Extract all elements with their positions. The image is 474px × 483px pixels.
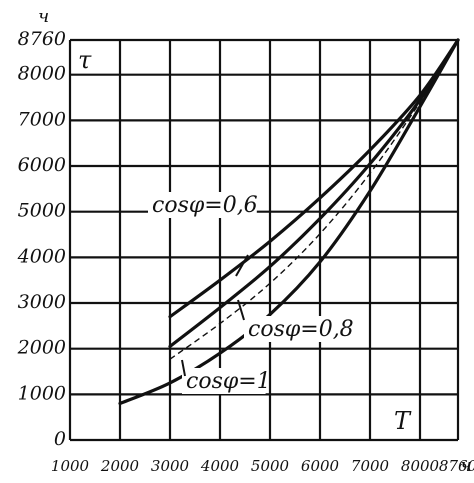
annotation-label-2: cosφ=1	[186, 369, 271, 394]
y-tick-label-5: 5000	[18, 200, 66, 222]
annotation-bg-0	[148, 192, 257, 218]
annotation-bg-2	[182, 368, 266, 394]
y-tick-label-0: 0	[54, 428, 66, 450]
y-tick-label-8: 8000	[18, 63, 66, 85]
x-axis-label: T	[394, 407, 412, 435]
annotation-leader-1	[237, 299, 245, 321]
annotation-bg-1	[244, 316, 353, 342]
annotation-leader-0	[235, 254, 249, 277]
x-unit-label: ч	[460, 455, 471, 476]
annotation-label-0: cosφ=0,6	[152, 193, 258, 218]
y-tick-label-7: 7000	[18, 108, 66, 130]
x-tick-label-0: 1000	[51, 457, 90, 475]
y-tick-label-3: 3000	[18, 291, 66, 313]
x-tick-label-8: 8760	[439, 457, 474, 475]
y-tick-label-4: 4000	[17, 245, 66, 267]
x-tick-label-6: 7000	[351, 457, 390, 475]
series-line-intermediate	[169, 39, 459, 360]
labels: 0100020003000400050006000700080008760100…	[17, 6, 474, 476]
series-line-1	[168, 38, 460, 348]
y-tick-label-2: 2000	[17, 337, 66, 359]
y-tick-label-6: 6000	[18, 154, 66, 176]
x-tick-label-3: 4000	[200, 457, 240, 475]
y-tick-label-9: 8760	[18, 28, 66, 50]
annotation-label-1: cosφ=0,8	[248, 317, 354, 342]
x-tick-label-2: 3000	[151, 457, 190, 475]
series-line-2	[118, 38, 460, 406]
x-tick-label-4: 5000	[251, 457, 290, 475]
series-line-0	[168, 38, 460, 319]
annotation-leader-2	[181, 359, 186, 377]
y-axis-label: τ	[78, 46, 92, 74]
curves	[118, 38, 460, 406]
x-tick-label-7: 8000	[401, 457, 440, 475]
y-unit-label: ч	[38, 6, 49, 27]
grid	[68, 38, 460, 442]
x-tick-label-5: 6000	[301, 457, 340, 475]
y-tick-label-1: 1000	[18, 382, 66, 404]
x-tick-label-1: 2000	[100, 457, 140, 475]
